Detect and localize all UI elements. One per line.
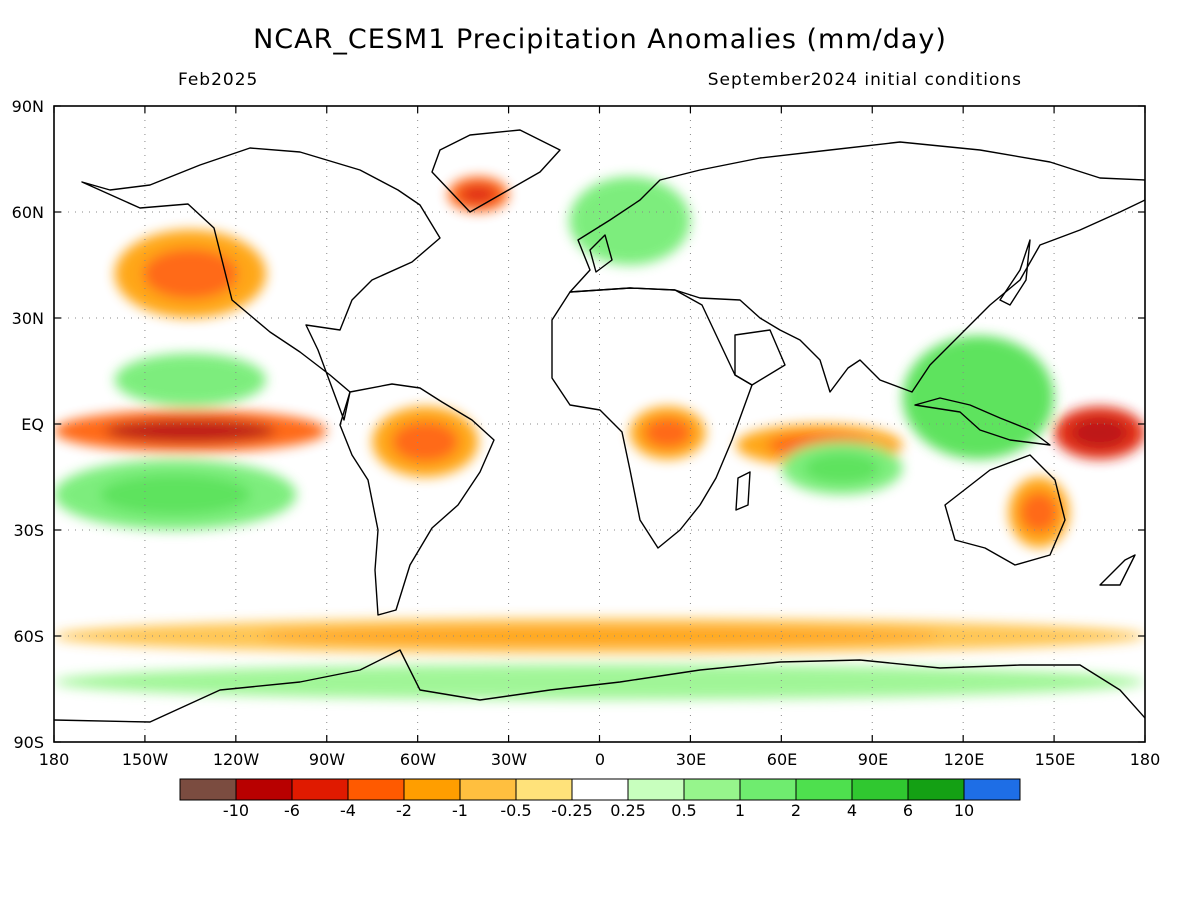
colorbar-label: -2: [396, 801, 412, 820]
coast-eurasia: [569, 141, 1145, 393]
colorbar-label: -4: [340, 801, 356, 820]
colorbar-swatch: [683, 778, 741, 801]
coast-arabia: [734, 329, 786, 386]
colorbar-swatch: [291, 778, 349, 801]
colorbar-swatch: [795, 778, 853, 801]
coast-madagascar: [735, 471, 751, 511]
colorbar-swatch: [739, 778, 797, 801]
colorbar: [179, 778, 1021, 801]
lon-label: 30W: [490, 750, 528, 769]
anomaly-core: [930, 362, 1026, 433]
coast-greenland: [431, 129, 561, 213]
anomaly-core: [1019, 492, 1058, 533]
anomaly-core: [99, 474, 251, 515]
lat-label: 60S: [13, 627, 44, 646]
colorbar-swatch: [907, 778, 965, 801]
lon-label: 150E: [1034, 750, 1076, 769]
lon-label: 90W: [308, 750, 346, 769]
coast-uk: [589, 234, 613, 273]
coast-japan: [999, 239, 1031, 306]
colorbar-label: -0.5: [500, 801, 532, 820]
colorbar-swatch: [963, 778, 1021, 801]
colorbar-swatch: [851, 778, 909, 801]
colorbar-label: 0.25: [610, 801, 646, 820]
anomaly-core: [143, 364, 238, 395]
lon-label: 120E: [943, 750, 985, 769]
lon-label: 30E: [675, 750, 707, 769]
colorbar-label: 1: [734, 801, 746, 820]
colorbar-swatch: [459, 778, 517, 801]
colorbar-label: 6: [902, 801, 914, 820]
graticule: [54, 106, 1145, 742]
colorbar-label: -10: [222, 801, 250, 820]
anomaly-core: [1071, 417, 1128, 448]
colorbar-swatch: [403, 778, 461, 801]
lat-label: 90S: [13, 733, 44, 752]
anomaly-core: [392, 421, 459, 462]
anomaly-core: [644, 417, 692, 448]
colorbar-swatch: [515, 778, 573, 801]
lon-label: 120W: [212, 750, 260, 769]
anomaly-core: [591, 195, 668, 247]
lon-label: 0: [594, 750, 606, 769]
colorbar-swatch: [627, 778, 685, 801]
colorbar-label: -0.25: [551, 801, 593, 820]
valid-month-label: Feb2025: [178, 70, 259, 90]
lat-label: 30S: [13, 521, 44, 540]
axis-ticks: [53, 105, 1146, 743]
colorbar-label: -6: [284, 801, 300, 820]
lat-label: 30N: [11, 309, 44, 328]
anomaly-core: [459, 184, 498, 205]
lon-label: 90E: [857, 750, 889, 769]
coastlines: [54, 129, 1145, 723]
colorbar-swatch: [235, 778, 293, 801]
colorbar-label: 0.5: [671, 801, 697, 820]
colorbar-swatch: [571, 778, 629, 801]
colorbar-label: -1: [452, 801, 468, 820]
lat-label: EQ: [21, 415, 44, 434]
chart-title: NCAR_CESM1 Precipitation Anomalies (mm/d…: [253, 24, 947, 55]
lon-label: 150W: [121, 750, 169, 769]
coast-indonesia: [914, 397, 1051, 446]
colorbar-swatch: [179, 778, 237, 801]
colorbar-label: 10: [953, 801, 975, 820]
coast-north-america: [81, 147, 441, 421]
lon-label: 180: [38, 750, 70, 769]
anomaly-core: [258, 671, 941, 693]
init-conditions-label: September2024 initial conditions: [707, 70, 1022, 90]
colorbar-label: 4: [846, 801, 858, 820]
anomaly-core: [105, 418, 276, 444]
lat-label: 60N: [11, 203, 44, 222]
coast-south-america: [339, 383, 495, 616]
colorbar-swatch: [347, 778, 405, 801]
colorbar-label: 2: [790, 801, 802, 820]
coast-australia: [944, 454, 1066, 566]
lat-label: 90N: [11, 97, 44, 116]
coast-africa: [551, 287, 753, 549]
coast-antarctica: [54, 649, 1145, 723]
anomaly-core: [143, 248, 238, 300]
lon-label: 180: [1129, 750, 1161, 769]
anomaly-core: [804, 453, 880, 484]
anomaly-core: [258, 625, 941, 647]
coast-new-zealand: [1099, 554, 1136, 586]
lon-label: 60W: [399, 750, 437, 769]
lon-label: 60E: [766, 750, 798, 769]
